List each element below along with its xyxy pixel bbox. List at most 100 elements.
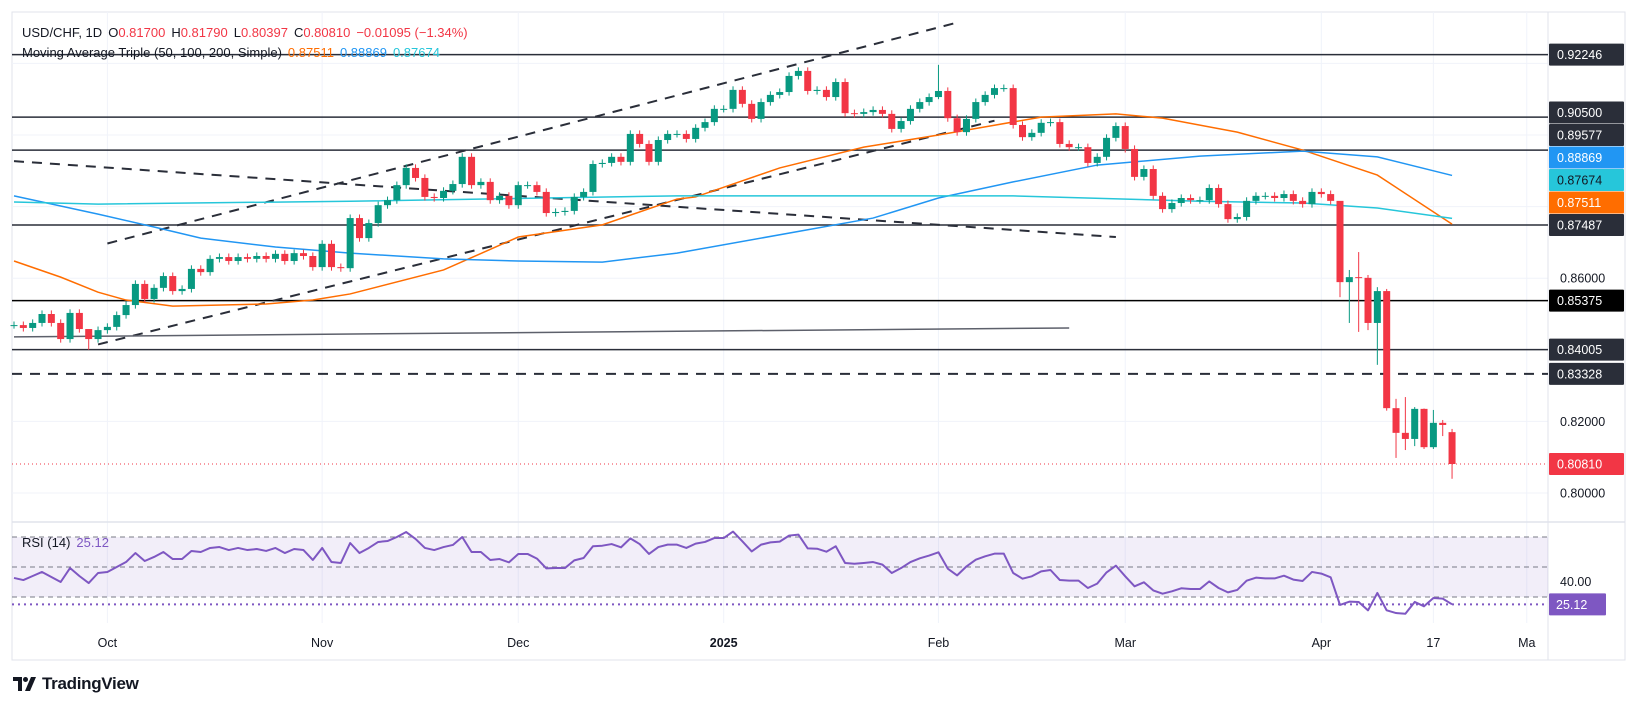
candle-up — [384, 200, 392, 206]
candle-down — [421, 177, 429, 197]
candle-down — [299, 253, 307, 257]
candle-down — [1019, 124, 1027, 138]
candle-down — [169, 276, 177, 292]
candle-up — [906, 108, 914, 122]
candle-down — [141, 283, 149, 299]
time-axis[interactable]: Oct Nov Dec 2025 Feb Mar Apr 17 Ma — [98, 636, 1536, 650]
rsi-line — [13, 530, 1453, 615]
candle-down — [1065, 143, 1073, 148]
rsi-axis-label: 40.00 — [1560, 575, 1591, 589]
candle-up — [934, 90, 942, 98]
candle-down — [486, 181, 494, 201]
trendline — [97, 119, 995, 346]
candle-down — [1224, 204, 1232, 220]
price-tag — [1549, 338, 1624, 361]
candle-up — [785, 75, 793, 93]
price-tick-label: 0.82000 — [1560, 415, 1605, 429]
candle-up — [253, 256, 261, 259]
horizontal-levels — [12, 53, 1548, 465]
price-axis[interactable]: 0.86000 0.82000 0.80000 40.00 — [1560, 272, 1605, 589]
candle-down — [1187, 198, 1195, 201]
candle-down — [822, 89, 830, 98]
candle-down — [1439, 422, 1447, 425]
price-tag-text: 0.80810 — [1557, 458, 1602, 472]
candle-up — [570, 196, 578, 211]
rsi-title[interactable]: RSI (14) — [22, 535, 71, 550]
price-tag — [1549, 146, 1624, 169]
open-value: 0.81700 — [118, 25, 166, 40]
candle-up — [150, 287, 158, 299]
candle-down — [1289, 194, 1297, 201]
candle-up — [113, 315, 121, 327]
symbol-title[interactable]: USD/CHF, 1D — [22, 25, 103, 40]
candle-up — [29, 322, 37, 328]
open-label: O — [108, 25, 119, 40]
candle-up — [1140, 169, 1148, 177]
candle-down — [85, 329, 93, 340]
time-tick-label: Nov — [311, 636, 334, 650]
candle-down — [888, 113, 896, 129]
candle-down — [636, 133, 644, 144]
time-tick-label: Mar — [1114, 636, 1136, 650]
price-tag-text: 0.92246 — [1557, 48, 1602, 62]
candle-up — [869, 109, 877, 113]
candle-up — [271, 253, 279, 259]
candle-up — [925, 97, 933, 103]
candle-down — [1448, 432, 1456, 465]
candle-up — [990, 88, 998, 95]
moving-average-line — [13, 195, 1453, 220]
price-tag-text: 0.87674 — [1557, 173, 1602, 187]
candle-up — [1261, 195, 1269, 197]
price-tag — [1549, 191, 1624, 214]
candle-up — [1168, 203, 1176, 210]
trendline — [13, 160, 1116, 239]
candle-up — [94, 330, 102, 340]
moving-average-line — [13, 113, 1453, 307]
candle-down — [1392, 408, 1400, 433]
candle-up — [1028, 132, 1036, 138]
candle-down — [430, 196, 438, 199]
candle-up — [1308, 191, 1316, 205]
candle-up — [1233, 216, 1241, 220]
time-tick-label: Feb — [928, 636, 950, 650]
candle-up — [1205, 187, 1213, 201]
candle-up — [916, 102, 924, 109]
brand-name: TradingView — [42, 674, 139, 693]
candle-down — [1299, 200, 1307, 205]
candle-up — [1103, 137, 1111, 157]
candle-up — [710, 108, 718, 123]
candle-up — [654, 140, 662, 162]
candle-up — [561, 210, 569, 212]
price-tag-text: 0.87511 — [1557, 196, 1601, 210]
candle-down — [337, 267, 345, 269]
candle-down — [1327, 194, 1335, 201]
candle-up — [178, 288, 186, 292]
candle-down — [1317, 191, 1325, 195]
candle-up — [187, 268, 195, 289]
candle-down — [804, 70, 812, 91]
candle-up — [664, 133, 672, 141]
candle-down — [1355, 277, 1363, 279]
ma-title[interactable]: Moving Average Triple (50, 100, 200, Sim… — [22, 45, 282, 60]
candle-up — [1177, 198, 1185, 204]
candle-up — [290, 253, 298, 262]
candle-up — [496, 195, 504, 201]
candle-down — [75, 312, 83, 330]
candle-up — [206, 258, 214, 273]
candle-up — [673, 133, 681, 135]
candles — [10, 64, 1456, 479]
price-tag — [1549, 168, 1624, 191]
candle-down — [1271, 195, 1279, 199]
candle-up — [1075, 147, 1083, 149]
time-tick-label: Apr — [1312, 636, 1331, 650]
candle-up — [589, 163, 597, 192]
candle-up — [981, 94, 989, 103]
candle-down — [225, 257, 233, 262]
price-tag — [1549, 101, 1624, 124]
time-tick-label: Oct — [98, 636, 118, 650]
price-tick-label: 0.80000 — [1560, 487, 1605, 501]
tradingview-logo[interactable]: TradingView — [13, 674, 139, 694]
candle-up — [729, 89, 737, 109]
price-tag — [1549, 123, 1624, 146]
